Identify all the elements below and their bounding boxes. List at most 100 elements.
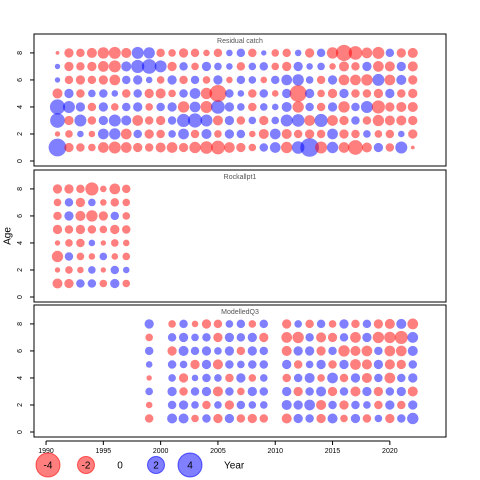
bubble <box>225 320 234 328</box>
bubble <box>259 387 269 396</box>
bubble <box>64 48 74 58</box>
bubble <box>293 129 303 139</box>
bubble <box>132 115 144 126</box>
x-axis-label: Year <box>224 461 245 472</box>
bubble <box>236 129 246 139</box>
bubble <box>122 239 130 247</box>
bubble <box>270 75 280 85</box>
bubble <box>316 399 327 410</box>
bubble <box>385 143 395 152</box>
bubble <box>156 48 165 58</box>
bubble <box>384 359 395 370</box>
bubble <box>397 89 406 98</box>
bubble <box>362 319 372 329</box>
bubble <box>317 374 325 382</box>
bubble <box>293 373 303 383</box>
bubble <box>236 75 246 85</box>
bubble <box>144 116 154 125</box>
bubble <box>202 414 211 423</box>
bubble <box>166 142 178 153</box>
bubble <box>316 129 326 139</box>
bubble <box>385 129 395 139</box>
bubble <box>362 414 372 423</box>
bubble <box>86 210 98 222</box>
bubble <box>122 252 131 261</box>
legend-label: 2 <box>153 461 159 472</box>
bubble <box>122 279 131 288</box>
bubble <box>269 142 281 153</box>
bubble <box>200 141 213 154</box>
bubble <box>259 374 268 382</box>
bubble <box>408 373 418 383</box>
bubble <box>236 62 246 71</box>
bubble <box>55 51 60 55</box>
bubble <box>247 386 257 397</box>
bubble <box>339 373 349 383</box>
bubble <box>294 49 302 57</box>
bubble <box>291 114 305 127</box>
bubble <box>145 361 153 368</box>
bubble <box>328 360 337 369</box>
bubble <box>108 60 121 73</box>
bubble <box>248 360 257 369</box>
bubble <box>407 332 419 343</box>
bubble <box>167 360 177 369</box>
bubble <box>236 333 246 342</box>
bubble <box>316 102 326 112</box>
bubble <box>48 138 67 157</box>
bubble <box>201 128 212 139</box>
bubble <box>360 100 373 113</box>
bubble <box>407 318 419 330</box>
bubble <box>99 279 108 288</box>
bubble <box>200 100 213 113</box>
bubble <box>293 346 303 356</box>
bubble <box>178 142 189 153</box>
bubble <box>237 103 245 111</box>
bubble <box>75 224 86 235</box>
bubble <box>131 59 145 73</box>
bubble <box>281 399 292 410</box>
bubble <box>339 359 349 370</box>
bubble <box>396 359 406 370</box>
bubble <box>86 47 97 58</box>
bubble <box>87 225 97 234</box>
legend-bubble <box>77 456 95 474</box>
bubble <box>326 47 339 59</box>
bubble <box>248 320 257 328</box>
bubble <box>97 61 109 72</box>
bubble <box>189 88 201 99</box>
bubble <box>408 129 418 139</box>
bubble <box>350 386 361 397</box>
bubble <box>168 49 176 57</box>
bubble <box>293 413 303 424</box>
bubble <box>339 387 349 396</box>
bubble <box>62 100 75 113</box>
bubble <box>225 373 234 383</box>
bubble <box>225 387 234 396</box>
bubble <box>315 141 328 154</box>
bubble <box>292 101 304 113</box>
bubble <box>191 401 199 409</box>
bubble <box>397 373 406 383</box>
bubble <box>156 76 165 84</box>
bubble <box>327 128 338 140</box>
bubble <box>327 413 338 424</box>
bubble <box>259 89 269 98</box>
bubble <box>108 141 121 154</box>
y-axis-label: Age <box>3 227 14 245</box>
bubble <box>361 345 373 357</box>
bubble <box>144 319 154 329</box>
bubble <box>110 278 120 289</box>
bubble <box>305 414 314 423</box>
bubble <box>98 115 108 126</box>
bubble <box>120 142 132 153</box>
bubble <box>247 413 257 424</box>
bubble <box>54 240 61 246</box>
bubble <box>327 88 338 99</box>
bubble <box>191 333 199 342</box>
bubble <box>372 331 385 344</box>
bubble <box>177 101 190 113</box>
bubble <box>373 359 384 370</box>
bubble <box>87 102 97 112</box>
bubble <box>408 400 418 410</box>
